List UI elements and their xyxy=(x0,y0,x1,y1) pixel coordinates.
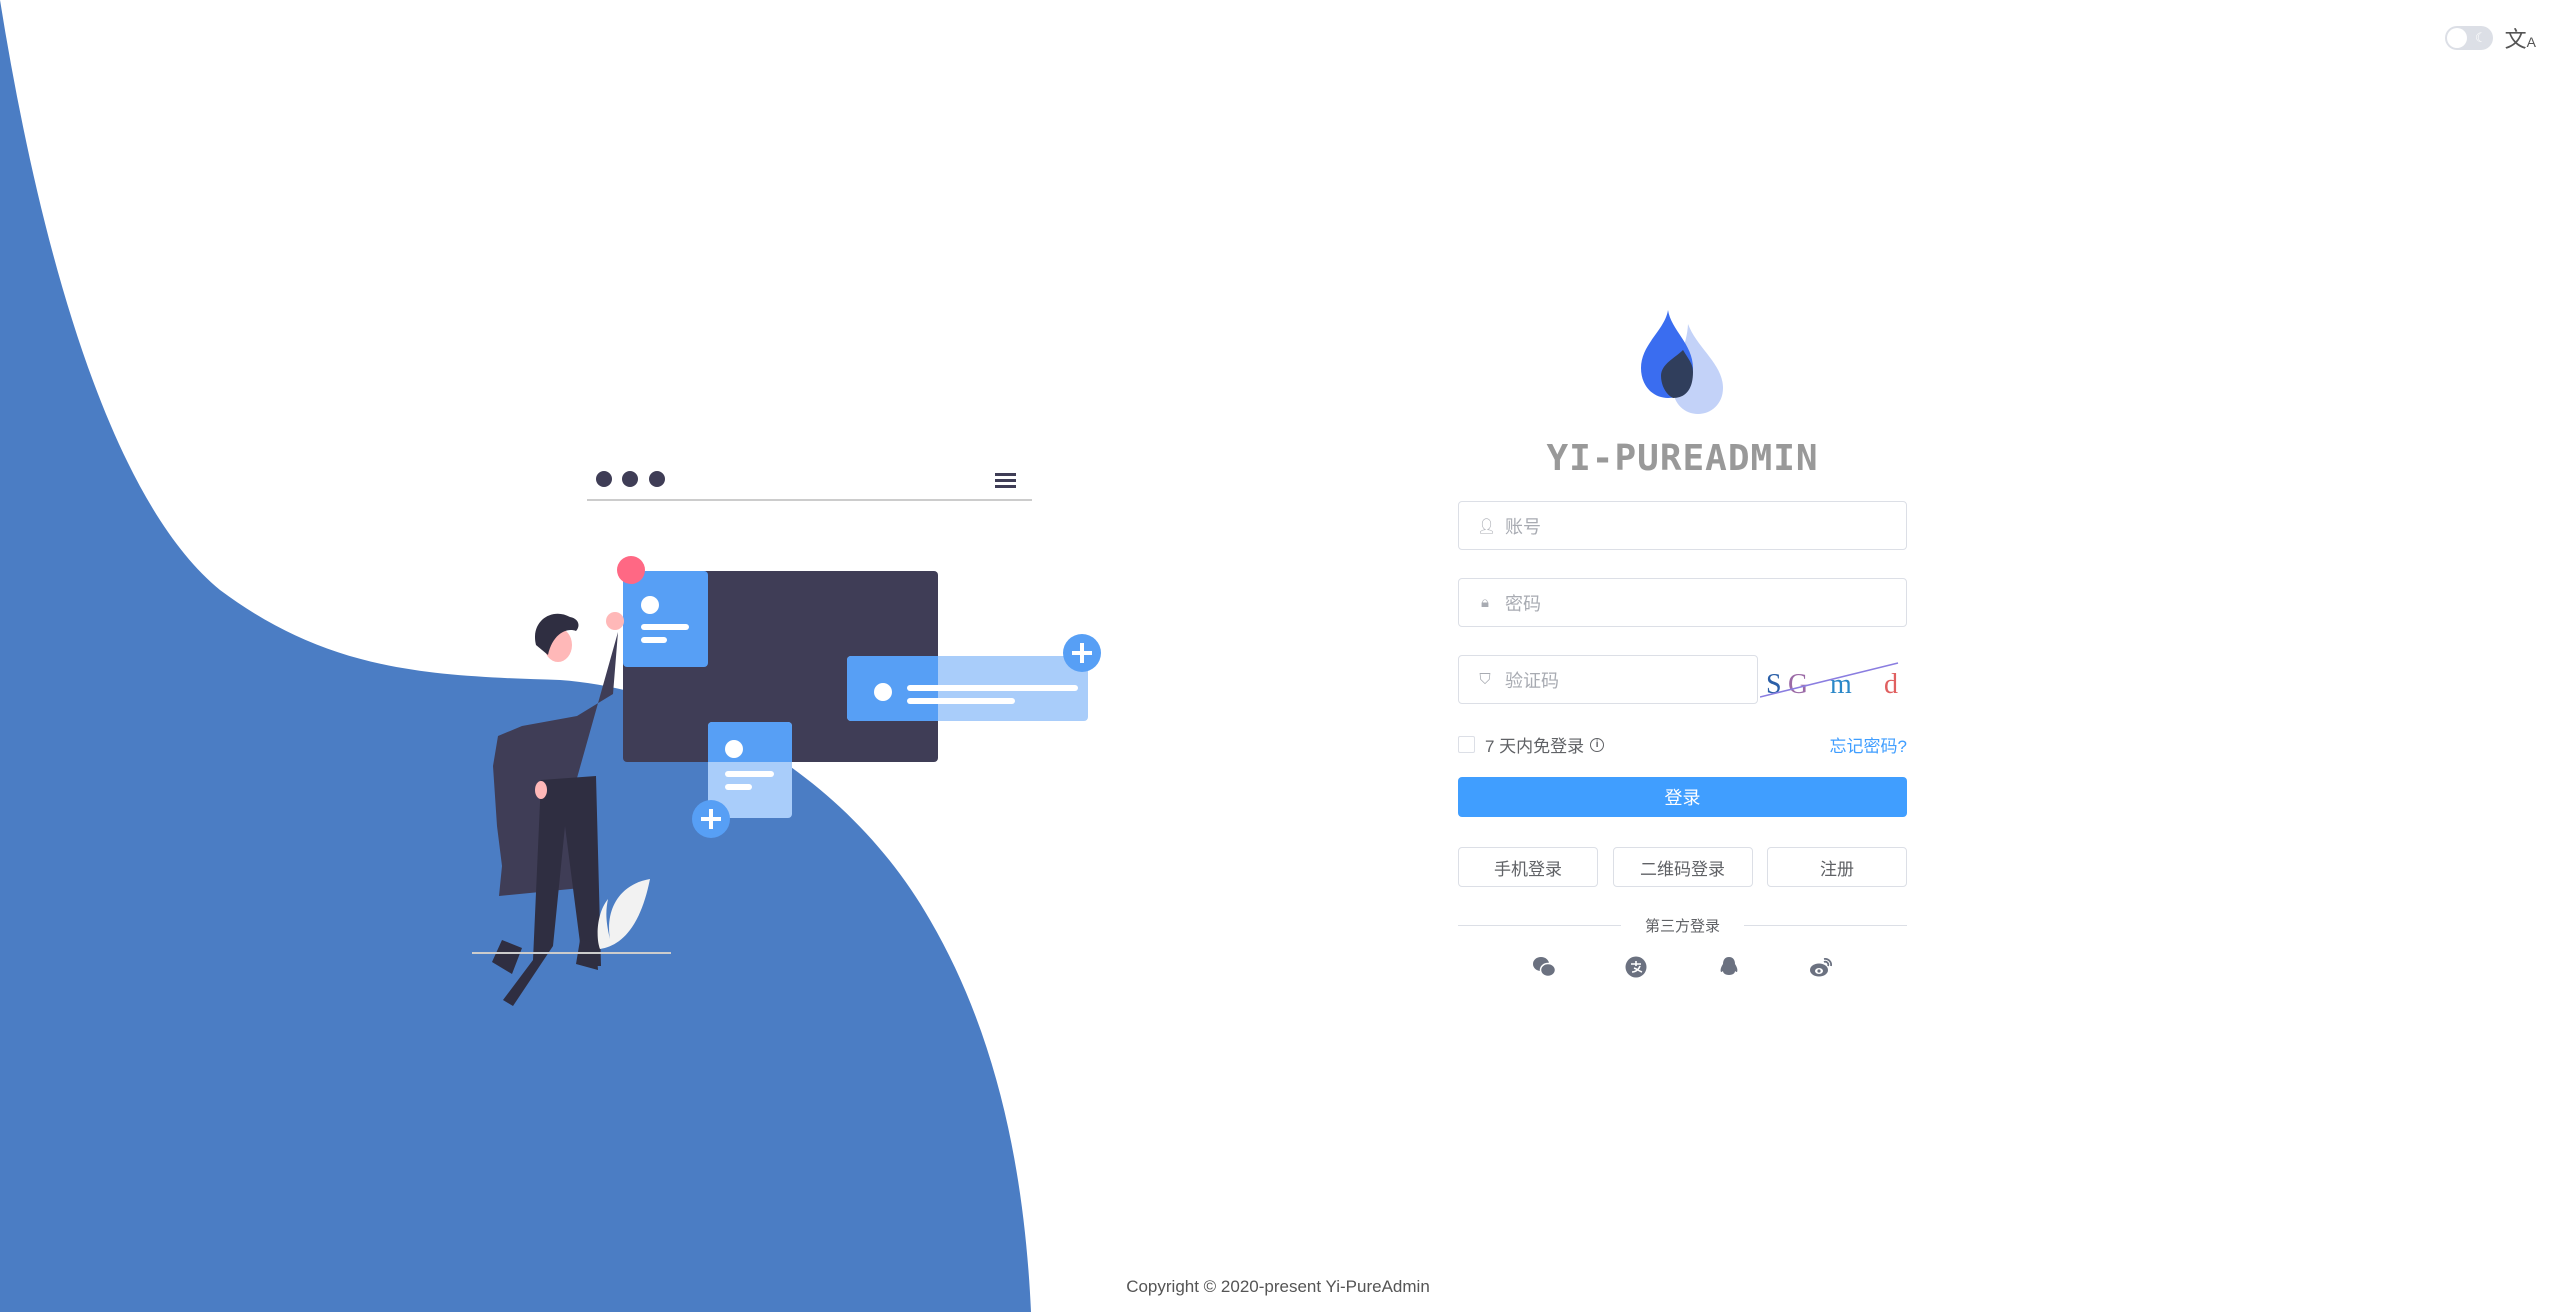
captcha-image[interactable]: S G m d xyxy=(1760,655,1900,704)
username-placeholder: 账号 xyxy=(1505,516,1541,537)
alipay-icon[interactable] xyxy=(1623,954,1649,980)
password-input[interactable]: 🔒︎ 密码 xyxy=(1458,578,1907,627)
person xyxy=(492,612,624,1006)
login-button[interactable]: 登录 xyxy=(1458,777,1907,817)
translate-icon[interactable]: 文A xyxy=(2504,27,2536,52)
toggle-knob xyxy=(2446,28,2467,48)
username-input[interactable]: 👤︎ 账号 xyxy=(1458,501,1907,550)
user-icon: 👤︎ xyxy=(1477,517,1497,535)
weibo-icon[interactable] xyxy=(1808,954,1834,980)
dark-mode-toggle[interactable]: ☾ xyxy=(2444,26,2493,50)
ground-line xyxy=(472,952,671,954)
login-form: YI-PUREADMIN 👤︎ 账号 🔒︎ 密码 ⛉ 验证码 S G m d 7… xyxy=(1458,310,1908,980)
moon-icon: ☾ xyxy=(2474,30,2487,45)
remember-label: 7 天内免登录 xyxy=(1485,737,1585,756)
blue-curve xyxy=(0,0,1031,1312)
svg-text:d: d xyxy=(1884,669,1898,700)
qrcode-login-button[interactable]: 二维码登录 xyxy=(1612,847,1753,887)
svg-text:G: G xyxy=(1788,669,1808,700)
password-placeholder: 密码 xyxy=(1505,593,1541,614)
third-party-label: 第三方登录 xyxy=(1645,918,1721,935)
forgot-password-link[interactable]: 忘记密码? xyxy=(1829,737,1907,756)
lock-icon: 🔒︎ xyxy=(1481,594,1489,611)
qq-icon[interactable] xyxy=(1716,954,1742,980)
captcha-placeholder: 验证码 xyxy=(1505,670,1559,691)
brand-title: YI-PUREADMIN xyxy=(1546,438,1819,479)
logo xyxy=(1640,310,1723,414)
divider-line xyxy=(1744,925,1908,926)
shield-icon: ⛉ xyxy=(1479,671,1491,688)
phone-login-button[interactable]: 手机登录 xyxy=(1458,847,1598,887)
svg-text:m: m xyxy=(1830,669,1852,700)
copyright: Copyright © 2020-present Yi-PureAdmin xyxy=(1126,1277,1430,1296)
browser-bar xyxy=(587,471,1032,501)
divider-line xyxy=(1458,925,1621,926)
wechat-icon[interactable] xyxy=(1531,954,1557,980)
card-1 xyxy=(623,571,708,667)
leaf xyxy=(597,879,650,949)
captcha-input[interactable]: ⛉ 验证码 xyxy=(1458,655,1758,704)
red-dot xyxy=(617,556,645,584)
remember-checkbox[interactable] xyxy=(1458,736,1475,753)
info-icon[interactable]: i xyxy=(1590,737,1605,752)
register-button[interactable]: 注册 xyxy=(1767,847,1907,887)
